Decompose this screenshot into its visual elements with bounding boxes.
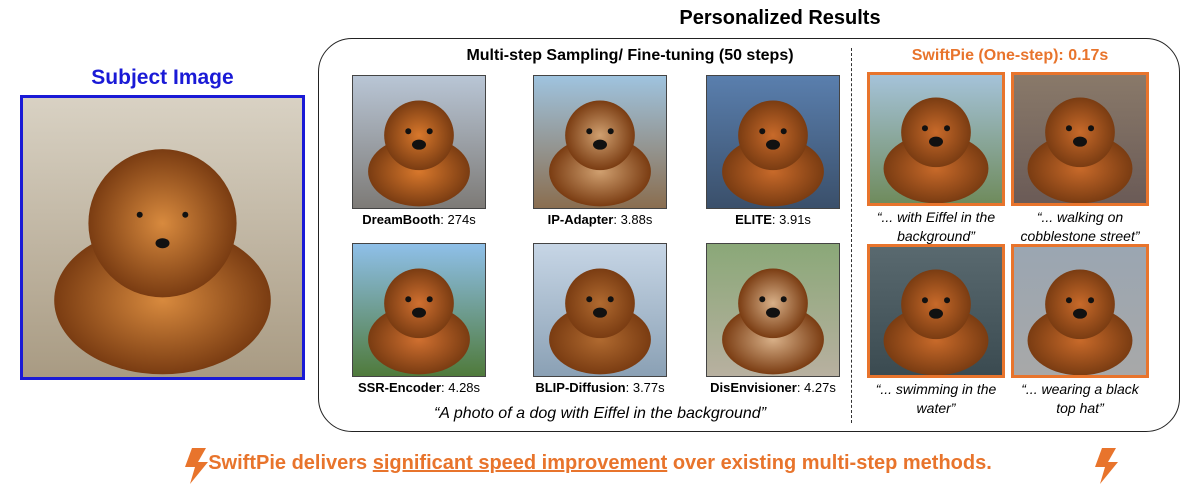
image xyxy=(533,243,667,377)
caption: “... with Eiffel in the background” xyxy=(876,209,996,244)
method-name: ELITE xyxy=(735,212,772,227)
method-name: DisEnvisioner xyxy=(710,380,797,395)
bolt-icon xyxy=(1095,448,1118,484)
image xyxy=(706,243,840,377)
results-title: Personalized Results xyxy=(679,7,881,29)
footer-prefix: SwiftPie delivers xyxy=(208,452,368,474)
method-name: SSR-Encoder xyxy=(357,380,442,395)
method-name: IP-Adapter xyxy=(547,212,614,227)
subject-title: Subject Image xyxy=(91,66,234,89)
caption: “... wearing a black top hat” xyxy=(1021,381,1139,416)
image xyxy=(533,75,667,209)
caption: “... swimming in the water” xyxy=(875,381,997,416)
method-name: DreamBooth xyxy=(362,212,441,227)
multi-step-title: Multi-step Sampling/ Fine-tuning (50 ste… xyxy=(466,47,794,64)
image xyxy=(20,95,305,380)
image xyxy=(1011,72,1149,206)
method-label: DisEnvisioner: 4.27s xyxy=(683,380,863,395)
method-label: IP-Adapter: 3.88s xyxy=(510,212,690,227)
caption: “... walking on cobblestone street” xyxy=(1020,209,1140,244)
swiftpie-title: SwiftPie (One-step): 0.17s xyxy=(911,47,1109,64)
prompt: “A photo of a dog with Eiffel in the bac… xyxy=(433,405,767,422)
footer: SwiftPie delivers significant speed impr… xyxy=(0,452,1200,475)
method-time: : 3.77s xyxy=(625,380,665,395)
method-label: ELITE: 3.91s xyxy=(683,212,863,227)
method-label: SSR-Encoder: 4.28s xyxy=(329,380,509,395)
method-name: BLIP-Diffusion xyxy=(535,380,626,395)
bolt-icon xyxy=(185,448,208,484)
method-label: DreamBooth: 274s xyxy=(329,212,509,227)
method-time: : 3.91s xyxy=(771,212,811,227)
method-label: BLIP-Diffusion: 3.77s xyxy=(510,380,690,395)
image xyxy=(352,243,486,377)
image xyxy=(867,72,1005,206)
method-time: : 4.27s xyxy=(796,380,836,395)
image xyxy=(867,244,1005,378)
image xyxy=(706,75,840,209)
footer-suffix: over existing multi-step methods. xyxy=(672,452,992,474)
method-time: : 3.88s xyxy=(613,212,653,227)
image xyxy=(352,75,486,209)
image xyxy=(1011,244,1149,378)
results-frame xyxy=(318,38,1180,432)
method-time: : 274s xyxy=(440,212,476,227)
method-time: : 4.28s xyxy=(441,380,481,395)
footer-highlight: significant speed improvement xyxy=(372,452,668,474)
divider xyxy=(851,48,852,423)
